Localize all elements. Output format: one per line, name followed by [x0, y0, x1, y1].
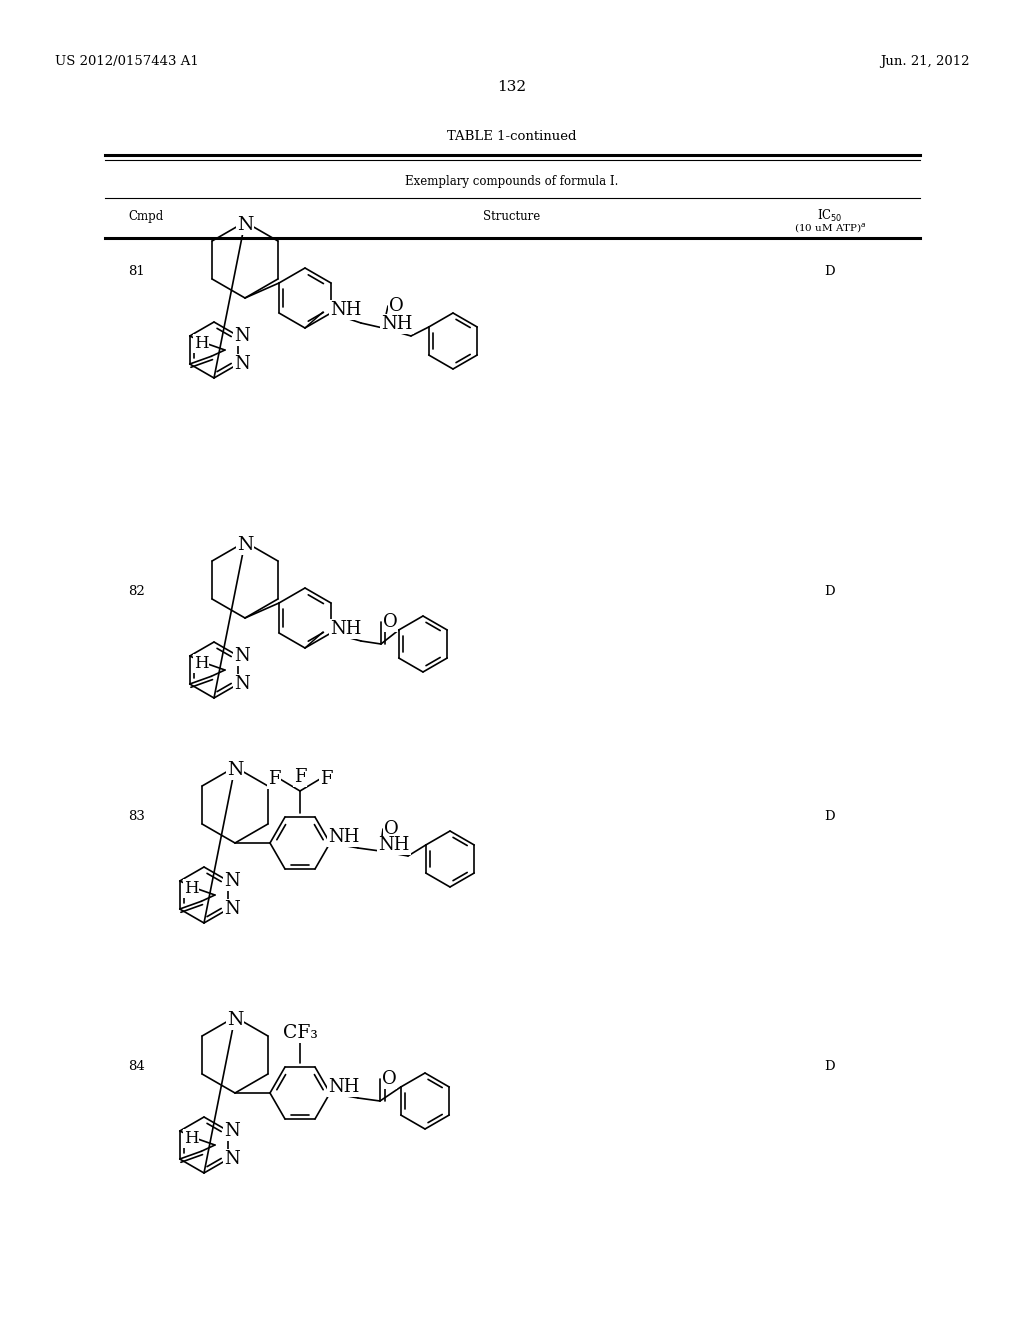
Text: NH: NH [378, 837, 410, 854]
Text: H: H [194, 655, 208, 672]
Text: NH: NH [381, 315, 413, 333]
Text: F: F [319, 770, 332, 788]
Text: D: D [824, 585, 836, 598]
Text: H: H [194, 335, 208, 352]
Text: 132: 132 [498, 81, 526, 94]
Text: N: N [226, 762, 243, 779]
Text: N: N [224, 1122, 240, 1140]
Text: O: O [384, 820, 398, 838]
Text: F: F [267, 770, 281, 788]
Text: F: F [294, 768, 306, 785]
Text: CF₃: CF₃ [283, 1024, 317, 1041]
Text: 84: 84 [128, 1060, 144, 1073]
Text: (10 uM ATP)$^a$: (10 uM ATP)$^a$ [794, 222, 866, 235]
Text: N: N [224, 873, 240, 890]
Text: NH: NH [331, 301, 361, 319]
Text: Cmpd: Cmpd [128, 210, 163, 223]
Text: O: O [383, 612, 397, 631]
Text: NH: NH [329, 1078, 359, 1097]
Text: 83: 83 [128, 810, 144, 822]
Text: N: N [224, 900, 240, 917]
Text: 81: 81 [128, 265, 144, 279]
Text: H: H [183, 1130, 199, 1147]
Text: H: H [183, 880, 199, 898]
Text: IC$_{50}$: IC$_{50}$ [817, 209, 843, 224]
Text: D: D [824, 1060, 836, 1073]
Text: D: D [824, 810, 836, 822]
Text: Jun. 21, 2012: Jun. 21, 2012 [881, 55, 970, 69]
Text: NH: NH [331, 620, 361, 638]
Text: US 2012/0157443 A1: US 2012/0157443 A1 [55, 55, 199, 69]
Text: N: N [237, 536, 253, 554]
Text: N: N [234, 647, 250, 665]
Text: O: O [388, 297, 403, 315]
Text: 82: 82 [128, 585, 144, 598]
Text: Structure: Structure [483, 210, 541, 223]
Text: N: N [237, 216, 253, 234]
Text: N: N [234, 355, 250, 374]
Text: TABLE 1-continued: TABLE 1-continued [447, 129, 577, 143]
Text: O: O [382, 1071, 396, 1088]
Text: NH: NH [329, 829, 359, 846]
Text: N: N [234, 327, 250, 345]
Text: N: N [234, 675, 250, 693]
Text: N: N [226, 1011, 243, 1030]
Text: D: D [824, 265, 836, 279]
Text: N: N [224, 1150, 240, 1168]
Text: Exemplary compounds of formula I.: Exemplary compounds of formula I. [406, 176, 618, 187]
